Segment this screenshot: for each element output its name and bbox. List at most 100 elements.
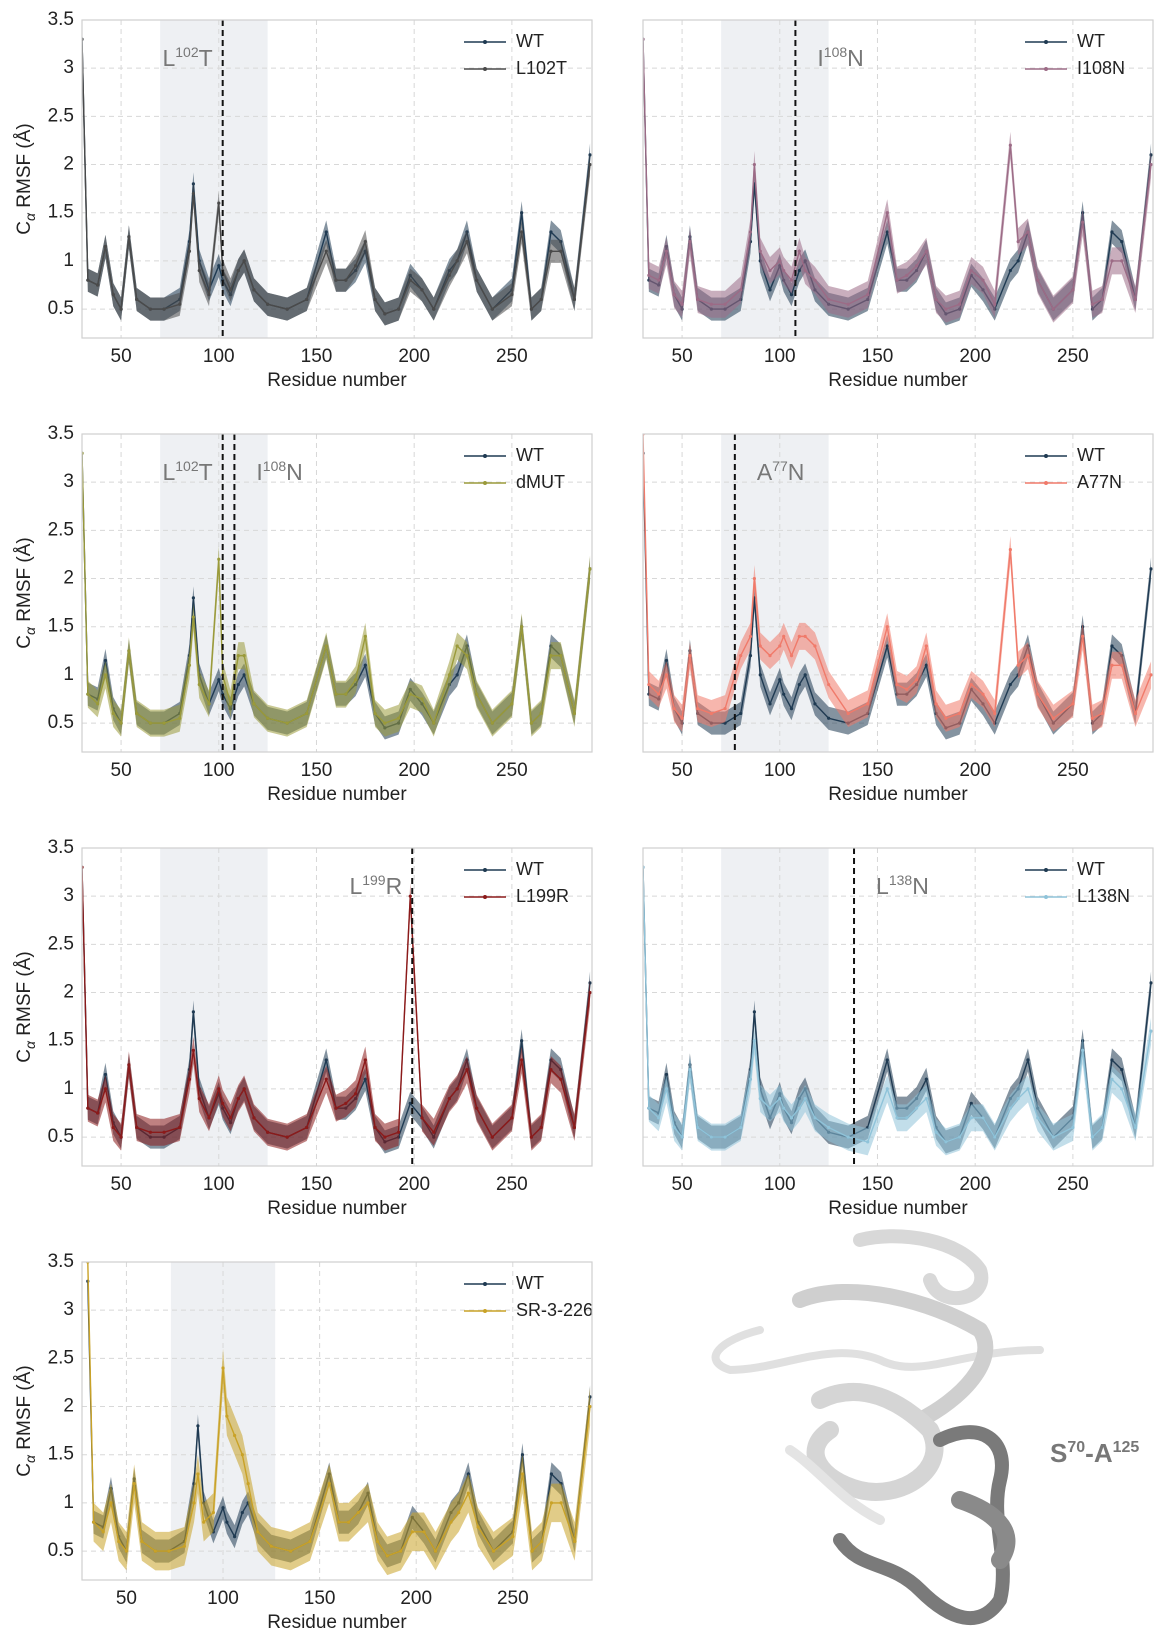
point <box>782 692 786 696</box>
point <box>789 278 794 282</box>
point <box>420 288 424 292</box>
plot-frame <box>642 847 1154 1167</box>
label-part: C <box>14 1463 35 1477</box>
point <box>490 307 494 311</box>
y-axis-label: Cα RMSF (Å) <box>14 951 38 1062</box>
point <box>396 1130 401 1134</box>
point <box>1120 240 1124 244</box>
x-tick-label: 250 <box>1057 1174 1089 1195</box>
point <box>101 1530 105 1534</box>
point <box>197 682 201 687</box>
x-tick-label: 100 <box>203 1174 235 1195</box>
point <box>924 644 928 648</box>
point <box>1120 1087 1124 1091</box>
point <box>408 278 412 282</box>
label-sub: α <box>22 626 38 635</box>
legend-label: SR-3-226 <box>516 1300 593 1320</box>
label-sup: 108 <box>824 44 848 60</box>
y-axis-label: Cα RMSF (Å) <box>14 1365 38 1476</box>
point <box>96 702 100 706</box>
legend-label: WT <box>516 445 544 465</box>
point <box>510 293 514 297</box>
y-tick-label: 1 <box>63 1078 74 1099</box>
point <box>664 1087 669 1091</box>
legend-label: WT <box>1077 859 1105 879</box>
legend-marker <box>1044 454 1048 458</box>
label-part: N <box>847 45 864 71</box>
point <box>696 297 700 302</box>
point <box>285 307 289 311</box>
point <box>236 268 240 273</box>
legend-label: WT <box>516 31 544 51</box>
point <box>969 268 973 273</box>
point <box>228 288 233 292</box>
point <box>408 1101 412 1105</box>
point <box>353 678 358 682</box>
point <box>103 673 108 677</box>
label-part: A <box>757 459 773 485</box>
point <box>559 1501 563 1505</box>
point <box>957 711 962 716</box>
point <box>559 249 563 253</box>
x-tick-label: 50 <box>116 1588 137 1609</box>
point <box>266 302 270 306</box>
point <box>1149 981 1153 985</box>
x-tick-label: 100 <box>764 346 796 367</box>
x-tick-label: 50 <box>111 1174 132 1195</box>
point <box>334 1106 338 1110</box>
point <box>680 716 684 720</box>
mutation-label: I108N <box>256 458 302 485</box>
point <box>778 644 782 648</box>
point <box>969 1101 973 1105</box>
point <box>1016 1096 1020 1101</box>
point <box>688 654 692 658</box>
point <box>432 721 436 725</box>
y-tick-label: 2.5 <box>48 519 74 540</box>
point <box>196 1472 200 1476</box>
point <box>233 1433 237 1438</box>
point <box>221 1366 225 1370</box>
point <box>549 1501 554 1505</box>
point <box>240 1453 244 1457</box>
point <box>162 1130 166 1134</box>
point <box>789 1116 794 1120</box>
x-tick-label: 200 <box>959 346 991 367</box>
legend-label: WT <box>516 859 544 879</box>
point <box>520 211 524 215</box>
point <box>1026 654 1030 658</box>
point <box>187 663 192 667</box>
point <box>782 1106 786 1110</box>
point <box>1120 259 1124 263</box>
point <box>866 702 870 706</box>
legend-marker <box>483 1309 487 1313</box>
x-axis-label: Residue number <box>828 370 968 391</box>
point <box>119 307 123 311</box>
point <box>1110 663 1114 667</box>
confidence-band <box>82 439 591 737</box>
point <box>1051 1135 1055 1139</box>
confidence-band <box>87 1262 591 1576</box>
legend-marker <box>483 481 487 485</box>
point <box>572 1125 577 1130</box>
point <box>1071 702 1075 706</box>
label-part: A <box>1094 1438 1113 1468</box>
point <box>221 1101 225 1105</box>
point <box>803 1096 807 1101</box>
point <box>957 1135 962 1139</box>
point <box>191 1048 195 1052</box>
point <box>140 1539 144 1544</box>
point <box>399 1549 403 1553</box>
label-part: - <box>1085 1438 1094 1468</box>
point <box>466 1491 470 1495</box>
point <box>449 1520 453 1524</box>
point <box>197 1096 201 1101</box>
point <box>1133 1125 1138 1130</box>
point <box>308 1539 312 1544</box>
point <box>225 1520 229 1524</box>
plot-frame <box>81 19 593 339</box>
point <box>233 1535 237 1539</box>
y-axis-label: Cα RMSF (Å) <box>14 537 38 648</box>
point <box>1036 1116 1040 1120</box>
point <box>475 278 479 282</box>
point <box>192 1501 196 1505</box>
